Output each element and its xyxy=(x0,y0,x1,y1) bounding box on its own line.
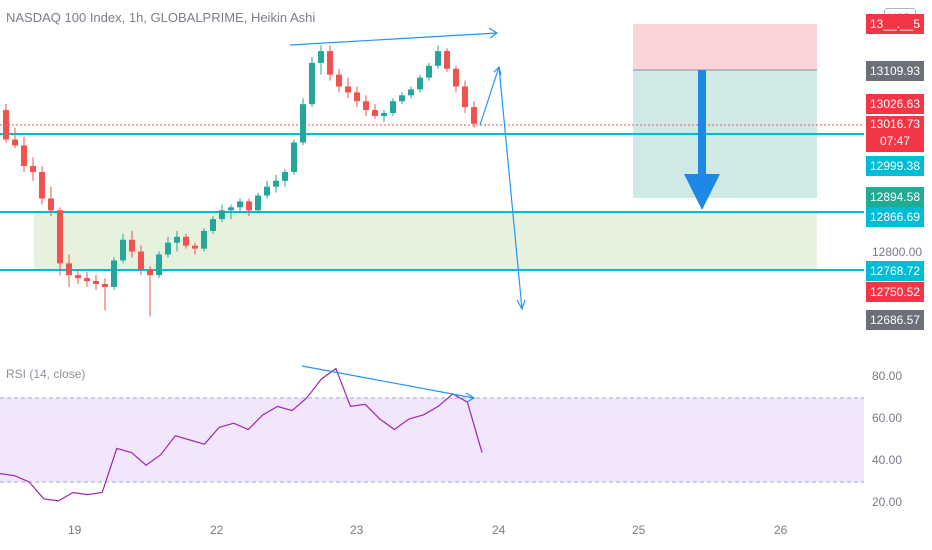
price-tag-low-2: 12686.57 xyxy=(866,310,924,330)
candle-body xyxy=(363,101,369,111)
candle-body xyxy=(12,139,18,146)
candle-body xyxy=(165,242,171,255)
candle-body xyxy=(453,68,459,87)
candle-body xyxy=(264,186,270,196)
candle-body xyxy=(327,51,333,75)
stop-loss-zone[interactable] xyxy=(633,24,817,70)
candle-body xyxy=(462,86,468,108)
demand-zone xyxy=(34,212,817,270)
price-axis-label: 12800.00 xyxy=(872,245,923,259)
candle-body xyxy=(102,283,108,287)
price-tag-low-1: 12750.52 xyxy=(866,282,924,302)
candle-body xyxy=(336,74,342,87)
rsi-line[interactable] xyxy=(0,367,483,502)
candle-body xyxy=(30,166,36,172)
candle-body xyxy=(210,219,216,231)
rsi-divergence-arrowhead xyxy=(465,392,476,403)
trend-line-top[interactable] xyxy=(289,32,498,46)
price-tag-level-2: 12866.69 xyxy=(866,207,924,227)
projection-line-down[interactable] xyxy=(498,66,523,310)
projection-line-up[interactable] xyxy=(479,66,500,126)
candle-body xyxy=(255,195,261,211)
candles-group xyxy=(3,45,477,317)
price-tag-stop: 13__.__5 xyxy=(866,14,924,34)
rsi-divergence-line[interactable] xyxy=(301,365,475,399)
candle-body xyxy=(372,110,378,116)
candle-body xyxy=(192,245,198,249)
candle-body xyxy=(471,107,477,124)
price-tag-entry: 13109.93 xyxy=(866,61,924,81)
candle-body xyxy=(228,207,234,211)
candle-body xyxy=(318,51,324,63)
candle-body xyxy=(156,254,162,276)
time-label-24: 24 xyxy=(492,523,506,537)
candle-body xyxy=(138,251,144,270)
candle-body xyxy=(183,236,189,246)
candle-body xyxy=(201,230,207,249)
down-arrow-shaft xyxy=(698,70,706,176)
candle-body xyxy=(444,51,450,69)
candle-body xyxy=(75,275,81,279)
price-tag-level-3: 12768.72 xyxy=(866,261,924,281)
candle-body xyxy=(354,92,360,102)
candle-body xyxy=(282,171,288,181)
candle-body xyxy=(246,201,252,211)
candle-body xyxy=(93,281,99,284)
candle-body xyxy=(129,239,135,252)
rsi-axis-label-20: 20.00 xyxy=(872,495,903,509)
candle-body xyxy=(219,210,225,220)
candle-body xyxy=(345,86,351,93)
candle-body xyxy=(57,210,63,264)
time-label-22: 22 xyxy=(210,523,224,537)
projection-down-arrowhead xyxy=(516,299,526,311)
candle-body xyxy=(174,236,180,243)
time-label-26: 26 xyxy=(774,523,788,537)
candle-body xyxy=(39,171,45,199)
candle-body xyxy=(273,180,279,187)
candle-body xyxy=(66,263,72,276)
price-tag-countdown: 07:47 xyxy=(879,134,911,148)
candle-body xyxy=(21,145,27,167)
time-label-25: 25 xyxy=(632,523,646,537)
candle-body xyxy=(399,95,405,102)
price-tag-live-value: 13016.73 xyxy=(869,117,921,131)
candle-body xyxy=(390,101,396,113)
chart-title: NASDAQ 100 Index, 1h, GLOBALPRIME, Heiki… xyxy=(6,10,316,25)
candle-body xyxy=(111,260,117,287)
candle-body xyxy=(147,269,153,276)
rsi-title: RSI (14, close) xyxy=(6,367,86,381)
candle-body xyxy=(435,51,441,66)
rsi-axis-label-80: 80.00 xyxy=(872,369,903,383)
candle-body xyxy=(84,278,90,282)
candle-body xyxy=(408,89,414,96)
rsi-axis-label-60: 60.00 xyxy=(872,411,903,425)
candle-body xyxy=(291,142,297,172)
candle-body xyxy=(237,201,243,208)
candle-body xyxy=(426,65,432,78)
candle-body xyxy=(120,239,126,261)
trend-line-top-arrowhead xyxy=(488,27,499,39)
time-label-19: 19 xyxy=(68,523,82,537)
candle-body xyxy=(300,104,306,143)
candle-body xyxy=(48,198,54,211)
candle-body xyxy=(309,62,315,105)
price-tag-level-1: 12999.38 xyxy=(866,156,924,176)
price-tag-target: 12894.58 xyxy=(866,187,924,207)
rsi-axis-label-40: 40.00 xyxy=(872,453,903,467)
time-label-23: 23 xyxy=(350,523,364,537)
candle-body xyxy=(417,77,423,90)
candle-body xyxy=(381,112,387,116)
price-tag-last: 13026.63 xyxy=(866,94,924,114)
down-arrow-icon[interactable] xyxy=(684,174,720,210)
price-tag-live: 13016.73 07:47 xyxy=(866,116,924,152)
candle-body xyxy=(3,110,9,140)
rsi-band xyxy=(0,398,864,482)
